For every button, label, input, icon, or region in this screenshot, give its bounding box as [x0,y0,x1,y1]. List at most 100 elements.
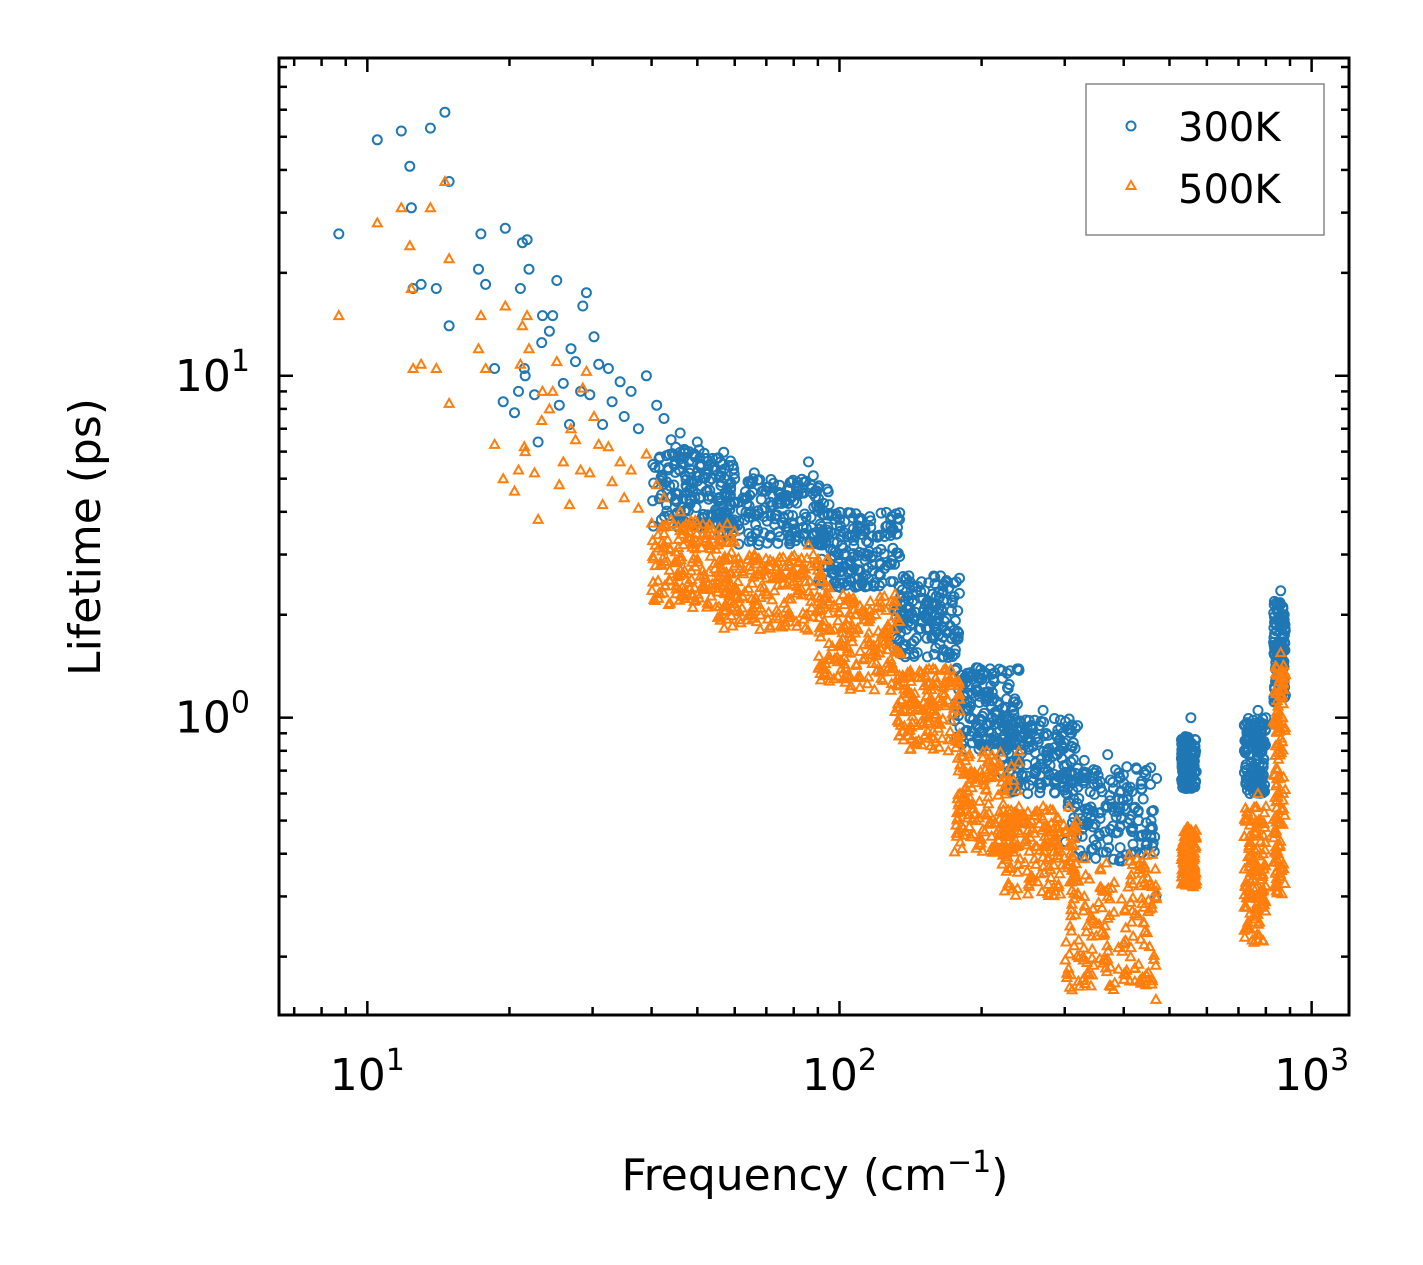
point-500k-band6-119 [1140,878,1154,890]
point-500k-band1-160 [712,581,725,593]
point-300k-band6-177 [1067,776,1079,788]
point-300k-band2-106 [892,521,903,533]
point-500k-band2-42 [869,608,882,620]
point-300k-band2-167 [885,558,897,570]
point-300k-band1-167 [774,531,786,543]
point-500k-98 [1243,889,1257,901]
point-500k-band4-122 [981,790,995,802]
point-500k-band8-71 [1259,904,1272,916]
point-500k-1 [371,216,384,228]
point-300k-14 [480,278,492,290]
point-500k-band6-117 [1147,952,1161,964]
point-500k-band1-103 [754,608,767,620]
point-500k-88 [1090,916,1103,928]
point-300k-band5-127 [1035,778,1046,790]
point-500k-47 [613,455,627,467]
point-300k-band1-179 [758,527,770,539]
point-300k-band1-164 [740,506,752,518]
point-500k-band3-90 [941,668,954,680]
point-500k-band8-127 [1247,854,1260,866]
point-500k-band3-116 [929,663,942,675]
point-500k-band4-132 [963,820,976,832]
point-500k-band5-116 [1064,839,1078,851]
point-500k-band6-168 [1100,856,1113,868]
point-500k-band9-59 [1278,808,1292,820]
point-500k-band0-162 [663,596,677,608]
point-500k-band8-126 [1239,814,1252,826]
point-500k-band1-136 [772,612,785,624]
point-300k-103 [1278,609,1290,621]
point-300k-band4-149 [976,725,988,737]
point-500k-band4-153 [954,803,968,815]
point-300k-32 [551,275,563,286]
point-300k-band3-158 [901,573,912,585]
point-300k-band6-121 [1088,778,1100,790]
point-500k-band6-169 [1124,895,1137,907]
point-500k-band1-169 [722,580,736,592]
point-500k-35 [563,498,576,510]
point-500k-band1-91 [757,580,771,592]
point-500k-band6-36 [1124,950,1137,962]
point-500k-band8-128 [1246,872,1260,884]
point-500k-band1-187 [813,621,826,633]
point-500k-band8-96 [1243,922,1257,934]
point-500k-81 [985,829,998,841]
point-500k-band1-105 [776,550,790,562]
point-300k-band6-109 [1094,776,1106,787]
point-500k-band3-128 [906,692,920,704]
point-500k-band0-124 [673,593,686,605]
point-300k-band2-174 [830,561,842,573]
point-500k-band1-140 [743,560,756,572]
point-500k-39 [576,381,590,393]
point-500k-32 [550,355,564,367]
point-500k-6 [414,357,428,369]
point-300k-70 [834,513,845,525]
point-500k-94 [1179,839,1192,851]
point-500k-band6-99 [1085,929,1099,941]
point-300k-31 [547,310,559,322]
point-500k-band6-160 [1133,973,1147,985]
point-500k-band6-129 [1079,899,1092,911]
point-300k-band6-180 [1145,830,1157,842]
plot-frame [277,56,1351,1017]
point-500k-band0-60 [728,525,741,537]
point-500k-band0-112 [696,528,709,540]
point-300k-band4-94 [1004,665,1016,677]
point-300k-band7-124 [1183,757,1195,769]
point-500k-band4-105 [955,842,969,854]
point-300k-band2-150 [829,546,841,558]
point-500k-band8-117 [1248,843,1262,855]
point-500k-band9-103 [1272,752,1285,764]
point-500k-band1-123 [765,593,779,605]
point-300k-band6-68 [1088,788,1100,800]
point-500k-band1-125 [763,621,777,633]
point-500k-band6-134 [1063,919,1077,931]
point-500k-28 [535,413,548,425]
point-500k-band5-73 [1000,864,1013,876]
point-500k-band1-79 [789,615,803,627]
point-500k-37 [569,433,582,445]
point-500k-band3-97 [949,741,963,753]
point-500k-band4-144 [974,836,988,848]
point-500k-band3-98 [946,670,960,682]
point-300k-band3-119 [946,605,957,616]
point-300k-band1-128 [814,503,825,515]
point-500k-band3-153 [937,676,951,688]
legend: 300K 500K [1085,83,1325,236]
point-300k-band6-137 [1093,807,1105,819]
point-500k-band2-48 [844,679,858,691]
point-300k-band2-166 [836,561,848,573]
point-500k-band5-155 [1023,871,1036,883]
point-300k-band0-154 [662,462,674,474]
point-300k-band0-172 [686,475,698,487]
point-300k-73 [874,559,886,571]
point-300k-band1-190 [811,526,823,538]
point-500k-band8-134 [1250,800,1263,812]
point-300k-band4-109 [1002,683,1014,695]
point-500k-band6-153 [1119,966,1132,978]
point-500k-band1-192 [799,621,812,633]
point-500k-band3-73 [953,687,966,699]
point-500k-band5-40 [998,884,1011,896]
point-300k-band1-125 [798,476,810,488]
point-300k-band2-169 [862,580,874,592]
